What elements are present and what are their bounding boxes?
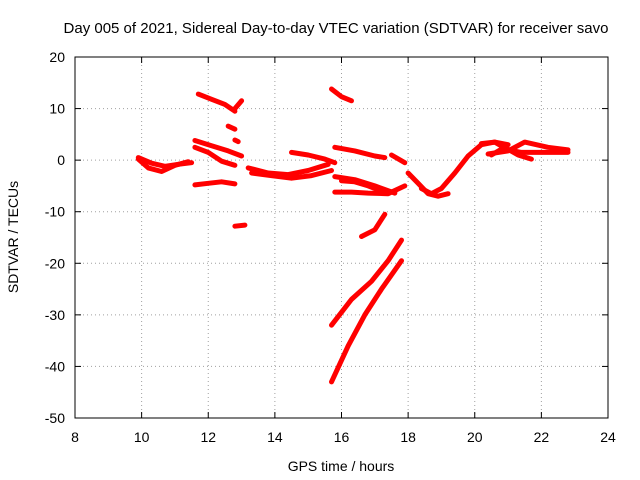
- x-tick-label: 8: [71, 429, 79, 445]
- y-tick-label: -10: [45, 204, 65, 220]
- series-arc-27: [488, 144, 534, 162]
- y-axis-label: SDTVAR / TECUs: [5, 181, 21, 293]
- series-arc-8: [192, 144, 238, 168]
- series-arc-19: [359, 211, 388, 239]
- x-tick-label: 10: [134, 429, 150, 445]
- series-arc-4: [232, 98, 245, 112]
- series-arc-18: [339, 178, 398, 195]
- y-tick-label: -30: [45, 307, 65, 323]
- y-tick-label: 0: [57, 152, 65, 168]
- x-tick-label: 24: [600, 429, 616, 445]
- series-arc-24: [418, 139, 511, 197]
- series-arc-11: [245, 161, 331, 178]
- series-arc-6: [232, 137, 241, 145]
- chart-title: Day 005 of 2021, Sidereal Day-to-day VTE…: [64, 20, 609, 37]
- x-tick-label: 16: [334, 429, 350, 445]
- x-tick-label: 22: [534, 429, 550, 445]
- x-tick-label: 12: [200, 429, 216, 445]
- series-arc-7: [192, 138, 245, 159]
- series-arc-10: [232, 222, 248, 229]
- series-arc-15: [332, 144, 388, 161]
- y-tick-label: -20: [45, 255, 65, 271]
- series-arc-12: [249, 168, 334, 181]
- series-arc-13: [289, 149, 338, 166]
- x-tick-label: 20: [467, 429, 483, 445]
- x-tick-label: 18: [400, 429, 416, 445]
- series-arc-5: [225, 123, 238, 132]
- series-arc-21: [329, 258, 404, 385]
- x-axis-ticks: 8 10 12 14 16 18 20 22 24: [71, 57, 616, 445]
- y-tick-label: 20: [49, 49, 65, 65]
- x-axis-label: GPS time / hours: [288, 458, 395, 474]
- x-tick-label: 14: [267, 429, 283, 445]
- grid-lines: [75, 57, 608, 418]
- y-axis-ticks: -50 -40 -30 -20 -10 0 10 20: [45, 49, 608, 426]
- series-arc-22: [389, 152, 408, 166]
- series-arc-14: [329, 86, 354, 104]
- series-arc-9: [192, 179, 238, 188]
- y-tick-label: -40: [45, 358, 65, 374]
- series-arc-2: [135, 155, 195, 169]
- series-arc-3: [195, 91, 238, 114]
- y-tick-label: -50: [45, 410, 65, 426]
- y-tick-label: 10: [49, 101, 65, 117]
- series-group: [135, 86, 571, 385]
- series-arc-20: [329, 237, 404, 328]
